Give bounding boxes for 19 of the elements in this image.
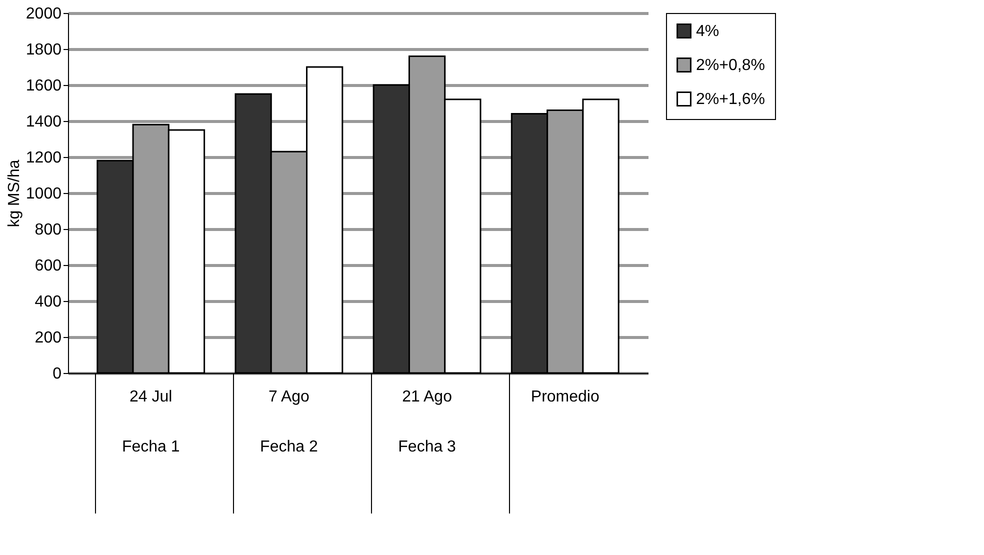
legend-label: 4% [696, 23, 720, 40]
y-tick-label: 200 [34, 330, 62, 346]
y-tick-label: 1000 [26, 186, 62, 202]
y-tick-label: 2000 [26, 6, 62, 22]
y-tick-label: 1800 [26, 42, 62, 58]
y-tick-label: 1400 [26, 114, 62, 130]
y-tick-label: 400 [34, 294, 62, 310]
category-label: 24 Jul Fecha 1 [122, 388, 180, 456]
y-tick-label: 600 [34, 258, 62, 274]
y-axis-title: kg MS/ha [6, 160, 23, 228]
x-tick-label: Promedio [530, 388, 600, 406]
y-tick-label: 0 [52, 366, 62, 382]
y-tick-label: 1200 [26, 150, 62, 166]
category-label: 7 Ago Fecha 2 [260, 388, 318, 456]
category-label: 21 Ago Fecha 3 [398, 388, 456, 456]
y-tick-label: 1600 [26, 78, 62, 94]
y-tick-label: 800 [34, 222, 62, 238]
legend-label: 2%+1,6% [696, 91, 765, 108]
legend-label: 2%+0,8% [696, 57, 765, 74]
